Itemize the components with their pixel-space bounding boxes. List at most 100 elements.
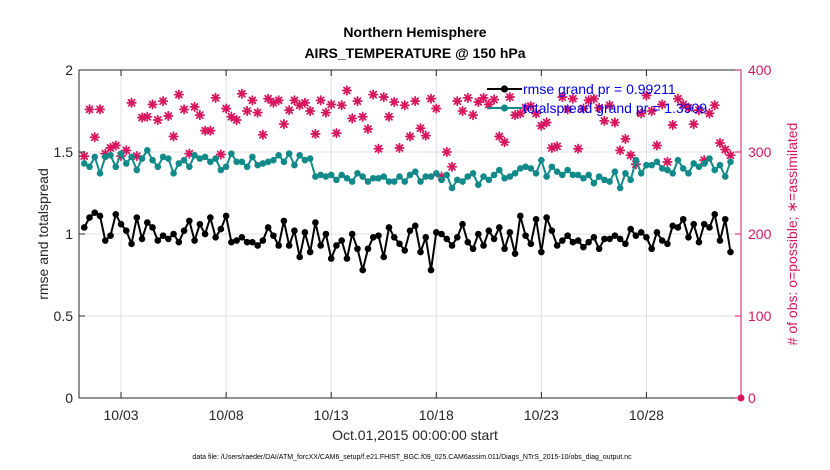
obs-marker [320, 107, 332, 118]
totalspread-point [406, 171, 414, 179]
totalspread-point [175, 160, 183, 167]
totalspread-point [711, 166, 719, 174]
obs-marker [704, 108, 715, 119]
obs-marker [636, 108, 647, 119]
y-tick-label-right: 200 [748, 226, 772, 242]
rmse-point [648, 245, 655, 253]
rmse-point [443, 235, 451, 243]
totalspread-point [595, 173, 603, 180]
totalspread-point [427, 173, 435, 180]
totalspread-point [327, 171, 335, 179]
rmse-point [138, 235, 146, 243]
totalspread-point [117, 150, 125, 157]
rmse-point [285, 242, 293, 249]
totalspread-point [343, 174, 351, 182]
obs-marker [378, 91, 389, 103]
obs-marker [389, 96, 400, 108]
totalspread-point [721, 173, 729, 180]
y-tick-label-right: 300 [748, 144, 772, 160]
obs-marker [373, 143, 384, 154]
obs-marker [552, 141, 563, 152]
obs-marker [499, 137, 510, 148]
obs-marker [147, 99, 158, 110]
obs-marker [578, 103, 589, 114]
rmse-point [611, 232, 619, 239]
rmse-point [385, 224, 393, 231]
obs-marker [357, 111, 368, 122]
rmse-point [685, 233, 692, 241]
rmse-point [522, 232, 529, 239]
obs-marker [625, 150, 636, 161]
totalspread-point [480, 173, 487, 180]
rmse-point [306, 248, 314, 256]
obs-marker [657, 99, 668, 110]
totalspread-point [522, 163, 529, 171]
obs-marker [410, 96, 421, 107]
rmse-point [333, 242, 340, 249]
totalspread-point [165, 155, 172, 162]
totalspread-point [338, 171, 345, 179]
totalspread-point [291, 161, 298, 169]
y-axis-label-left: rmse and totalspread [35, 168, 51, 300]
rmse-point [706, 224, 713, 231]
rmse-point [480, 242, 487, 249]
rmse-point [453, 233, 461, 241]
rmse-point [543, 214, 550, 221]
rmse-point [496, 224, 503, 231]
rmse-point [422, 233, 430, 241]
totalspread-point [690, 160, 698, 167]
y-axis-label-right: # of obs: o=possible; ∗=assimilated [784, 123, 800, 346]
rmse-point [417, 248, 424, 256]
obs-marker [84, 104, 95, 115]
obs-marker [525, 100, 536, 112]
rmse-point [86, 214, 93, 221]
totalspread-point [296, 151, 303, 159]
rmse-point [569, 238, 577, 246]
x-tick-label: 10/03 [104, 407, 139, 423]
obs-marker [242, 105, 253, 117]
totalspread-point [112, 163, 120, 171]
obs-marker [462, 92, 473, 103]
rmse-point [627, 225, 634, 233]
rmse-point [490, 235, 498, 243]
totalspread-point [411, 168, 419, 175]
rmse-point [448, 242, 456, 249]
rmse-point [375, 232, 382, 239]
obs-marker [142, 111, 153, 122]
obs-marker [252, 107, 263, 118]
totalspread-point [417, 178, 424, 185]
totalspread-point [233, 158, 240, 166]
totalspread-point [453, 176, 461, 184]
obs-marker [662, 156, 673, 167]
obs-marker [394, 142, 405, 154]
obs-marker [268, 97, 279, 108]
totalspread-point [369, 174, 377, 182]
totalspread-point [154, 163, 162, 171]
totalspread-point [700, 160, 708, 167]
obs-marker [205, 125, 216, 136]
totalspread-point [590, 179, 598, 187]
rmse-point [112, 211, 120, 218]
rmse-point [222, 212, 230, 220]
totalspread-point [485, 176, 493, 184]
y-tick-label-right: 400 [748, 62, 772, 78]
totalspread-point [632, 156, 640, 164]
obs-marker [725, 150, 736, 161]
totalspread-point [196, 155, 204, 162]
rmse-point [427, 266, 435, 274]
rmse-point [301, 229, 309, 236]
totalspread-point [254, 161, 261, 169]
totalspread-point [359, 173, 367, 180]
totalspread-point [285, 150, 293, 157]
rmse-point [485, 227, 493, 235]
rmse-point [144, 219, 151, 226]
totalspread-point [695, 163, 703, 171]
totalspread-point [648, 161, 655, 169]
obs-marker [504, 91, 515, 103]
rmse-point [122, 227, 130, 235]
obs-marker [599, 115, 610, 126]
obs-marker [620, 133, 631, 144]
rmse-point [506, 229, 514, 236]
obs-marker [278, 119, 290, 130]
obs-marker [178, 104, 190, 115]
